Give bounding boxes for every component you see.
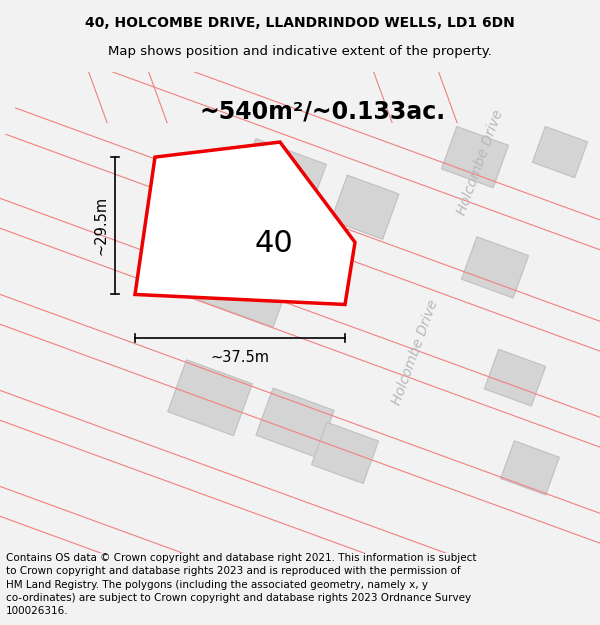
Text: Contains OS data © Crown copyright and database right 2021. This information is : Contains OS data © Crown copyright and d… — [6, 553, 476, 616]
Polygon shape — [331, 175, 399, 239]
Text: ~37.5m: ~37.5m — [211, 350, 269, 365]
Polygon shape — [484, 349, 545, 406]
Polygon shape — [532, 126, 587, 178]
Polygon shape — [256, 388, 334, 458]
Text: Holcombe Drive: Holcombe Drive — [389, 298, 440, 407]
Polygon shape — [168, 360, 252, 436]
Polygon shape — [311, 422, 379, 484]
Polygon shape — [198, 248, 292, 327]
Polygon shape — [233, 139, 326, 226]
Polygon shape — [500, 441, 559, 495]
Text: ~540m²/~0.133ac.: ~540m²/~0.133ac. — [200, 100, 446, 124]
Polygon shape — [442, 126, 509, 188]
Text: Holcombe Drive: Holcombe Drive — [454, 107, 506, 217]
Polygon shape — [135, 142, 355, 304]
Text: ~29.5m: ~29.5m — [94, 196, 109, 256]
Text: Map shows position and indicative extent of the property.: Map shows position and indicative extent… — [108, 44, 492, 58]
Polygon shape — [461, 237, 529, 298]
Text: 40, HOLCOMBE DRIVE, LLANDRINDOD WELLS, LD1 6DN: 40, HOLCOMBE DRIVE, LLANDRINDOD WELLS, L… — [85, 16, 515, 30]
Text: 40: 40 — [254, 229, 293, 258]
